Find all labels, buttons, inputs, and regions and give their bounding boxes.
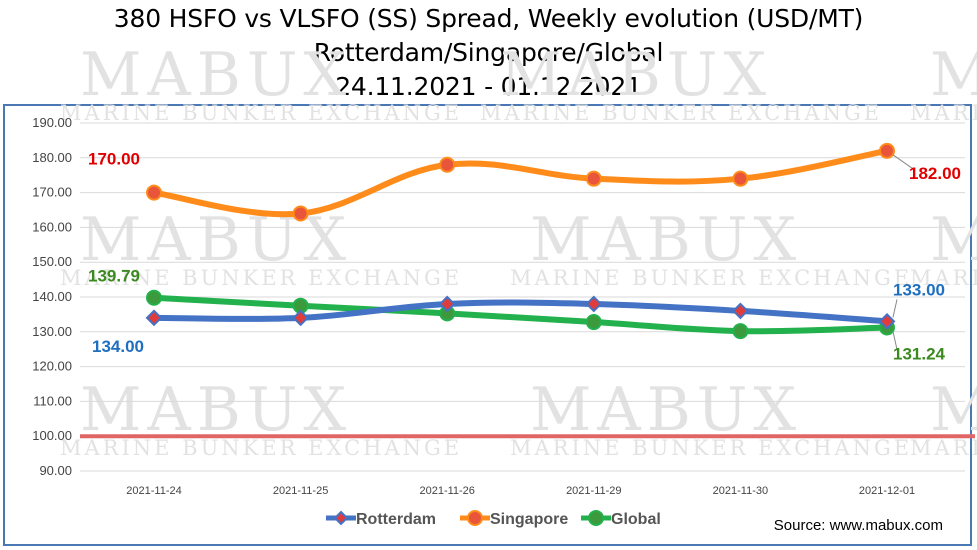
y-tick-label: 190.00 xyxy=(32,115,72,130)
y-tick-label: 90.00 xyxy=(39,463,72,478)
y-tick-label: 170.00 xyxy=(32,185,72,200)
data-point-rotterdam xyxy=(878,312,896,330)
watermark-logo-text: MABUX xyxy=(80,205,352,275)
legend-label: Global xyxy=(611,511,661,528)
series-singapore xyxy=(146,142,895,222)
legend: Rotterdam Singapore Global xyxy=(326,510,661,528)
y-tick-label: 140.00 xyxy=(32,289,72,304)
watermark-logo-text: MABUX xyxy=(930,40,977,110)
legend-swatch-marker xyxy=(588,510,604,526)
data-label-leader-line xyxy=(892,299,898,318)
data-point-global xyxy=(146,289,162,306)
watermark-subtitle-text: MARINE BUNKER EXCHANGE xyxy=(910,266,977,290)
y-tick-label: 150.00 xyxy=(32,254,72,269)
data-point-singapore xyxy=(439,156,456,173)
watermark-logo-text: MABUX xyxy=(930,205,977,275)
data-label: 182.00 xyxy=(909,164,961,183)
grid-group: 190.00 180.00 170.00 160.00 150.00 140.00 130.… xyxy=(32,115,965,478)
series-line-singapore xyxy=(151,147,890,218)
y-tick-label: 100.00 xyxy=(32,428,72,443)
data-point-singapore xyxy=(879,142,895,159)
series-rotterdam xyxy=(145,295,896,330)
watermark-subtitle-text: MARINE BUNKER EXCHANGE xyxy=(510,436,912,460)
data-point-rotterdam xyxy=(145,309,163,327)
data-point-global xyxy=(732,323,749,340)
data-point-global xyxy=(585,314,602,331)
data-point-rotterdam xyxy=(292,309,310,327)
x-tick-label: 2021-11-29 xyxy=(566,485,621,497)
legend-label: Singapore xyxy=(490,511,568,528)
watermark-subtitle-text: MARINE BUNKER EXCHANGE xyxy=(910,436,977,460)
watermark-logo-text: MABUX xyxy=(930,375,977,445)
legend-label: Rotterdam xyxy=(356,511,436,528)
data-point-singapore xyxy=(292,205,309,222)
y-tick-label: 110.00 xyxy=(33,393,72,408)
data-label-leader-line xyxy=(892,154,914,170)
source-note: Source: www.mabux.com xyxy=(774,517,943,534)
legend-swatch-marker xyxy=(333,510,349,526)
series-line-rotterdam xyxy=(151,299,890,325)
watermark-logo-text: MABUX xyxy=(80,40,352,110)
data-label-group: 170.00 182.00 139.79 131.24 134.00 133.00 xyxy=(88,150,961,364)
series-line-global xyxy=(151,294,890,335)
watermark-subtitle-text: MARINE BUNKER EXCHANGE xyxy=(60,436,462,460)
y-tick-label: 120.00 xyxy=(32,359,72,374)
plot-frame xyxy=(3,104,972,546)
watermark-logo-text: MABUX xyxy=(530,205,802,275)
data-point-rotterdam xyxy=(731,302,749,320)
data-point-singapore xyxy=(146,184,162,201)
watermark-subtitle-text: MARINE BUNKER EXCHANGE xyxy=(910,101,977,125)
x-tick-label: 2021-11-30 xyxy=(713,485,768,497)
data-point-rotterdam xyxy=(438,295,456,313)
chart-title: 380 HSFO vs VLSFO (SS) Spread, Weekly ev… xyxy=(113,4,864,33)
watermark-logo-text: MABUX xyxy=(530,375,802,445)
y-tick-label: 160.00 xyxy=(32,219,72,234)
data-label: 139.79 xyxy=(88,267,140,286)
x-tick-label: 2021-11-24 xyxy=(126,485,181,497)
data-label: 134.00 xyxy=(92,337,144,356)
data-label-leader-line xyxy=(892,331,898,350)
watermark-subtitle-text: MARINE BUNKER EXCHANGE xyxy=(60,266,462,290)
x-tick-label: 2021-12-01 xyxy=(859,485,915,497)
x-axis-group: 2021-11-24 2021-11-25 2021-11-26 2021-11-29… xyxy=(126,485,915,497)
data-label: 131.24 xyxy=(893,344,946,363)
x-tick-label: 2021-11-25 xyxy=(273,485,328,497)
y-tick-label: 180.00 xyxy=(32,150,72,165)
legend-swatch-marker xyxy=(467,510,483,526)
data-point-singapore xyxy=(732,170,749,187)
x-tick-label: 2021-11-26 xyxy=(419,485,474,497)
y-tick-label: 130.00 xyxy=(32,324,72,339)
data-point-singapore xyxy=(585,170,602,187)
watermark-subtitle-text: MARINE BUNKER EXCHANGE xyxy=(60,101,462,125)
watermark-subtitle-text: MARINE BUNKER EXCHANGE xyxy=(480,101,882,125)
watermark-logo-text: MABUX xyxy=(500,40,772,110)
chart-subtitle-dates: 24.11.2021 - 01.12.2021 xyxy=(335,72,642,101)
watermark-logo-text: MABUX xyxy=(80,375,352,445)
data-label: 133.00 xyxy=(893,280,945,299)
chart-subtitle-regions: Rotterdam/Singapore/Global xyxy=(313,38,664,67)
watermark-subtitle-text: MARINE BUNKER EXCHANGE xyxy=(510,266,912,290)
data-point-rotterdam xyxy=(585,295,603,313)
data-label: 170.00 xyxy=(88,150,140,169)
